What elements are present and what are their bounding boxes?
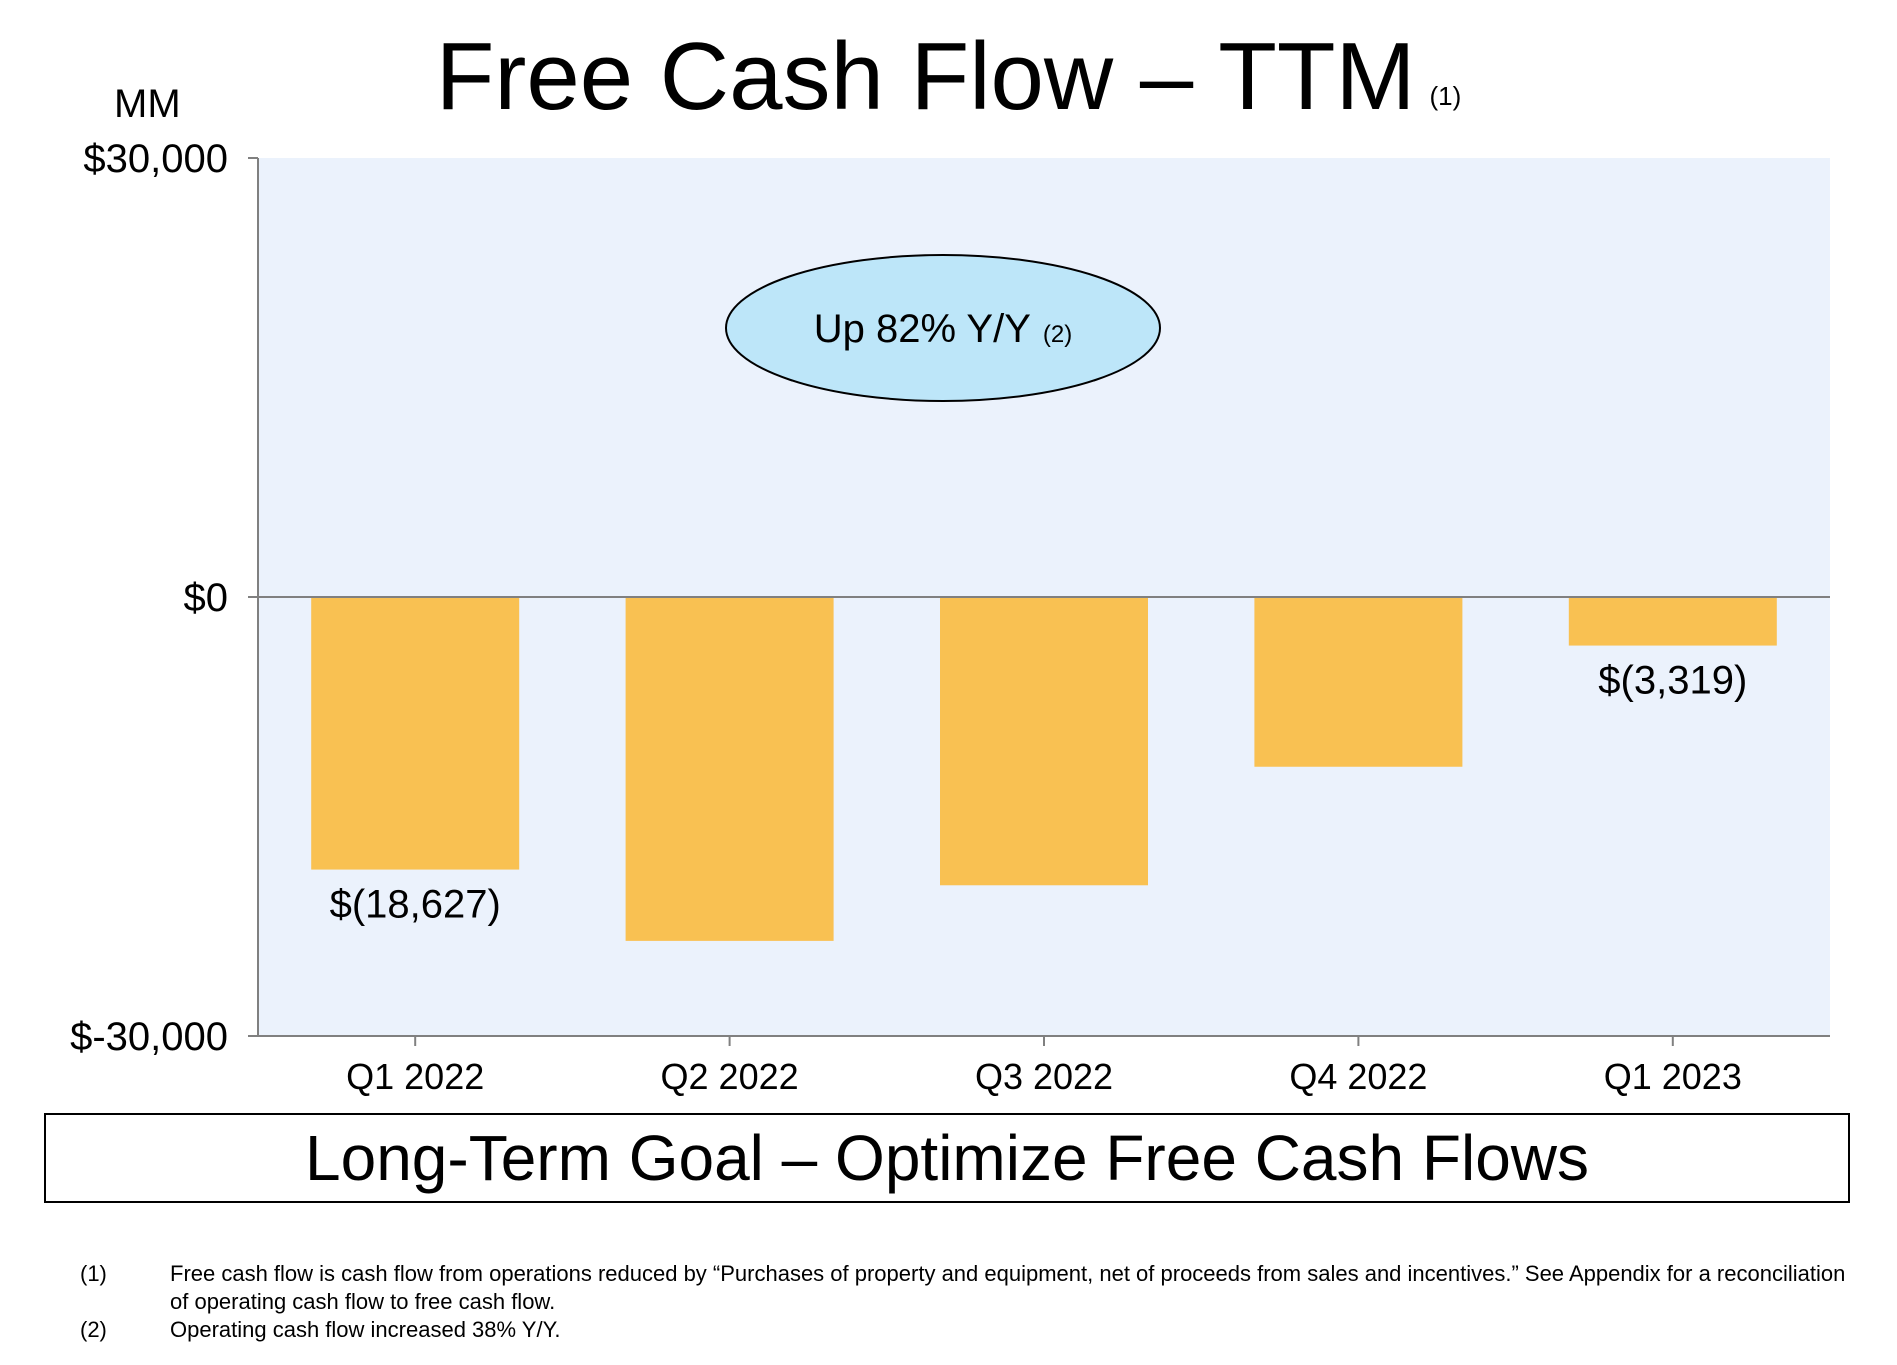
footnote-2-text: Operating cash flow increased 38% Y/Y. xyxy=(170,1317,561,1342)
callout-ellipse xyxy=(725,254,1161,402)
data-label: $(3,319) xyxy=(1598,659,1747,703)
chart-title-text: Free Cash Flow – TTM xyxy=(435,23,1416,130)
title-footnote-ref: (1) xyxy=(1429,81,1462,111)
callout-main: Up 82% Y/Y xyxy=(814,307,1031,351)
bar-q2-2022 xyxy=(625,597,834,941)
bar-q4-2022 xyxy=(1254,597,1463,767)
footnote-1: (1) Free cash flow is cash flow from ope… xyxy=(80,1260,1860,1316)
chart-title: Free Cash Flow – TTM (1) xyxy=(0,22,1897,155)
callout-footnote-ref: (2) xyxy=(1043,321,1072,348)
x-tick-label: Q4 2022 xyxy=(1289,1056,1427,1097)
footnote-1-mark: (1) xyxy=(80,1261,107,1286)
goal-text: Long-Term Goal – Optimize Free Cash Flow… xyxy=(305,1122,1589,1194)
unit-label: MM xyxy=(114,82,181,126)
x-tick-label: Q3 2022 xyxy=(975,1056,1113,1097)
y-tick-label: $30,000 xyxy=(83,137,228,181)
callout-bubble: Up 82% Y/Y (2) xyxy=(725,254,1161,402)
data-label: $(18,627) xyxy=(330,883,501,927)
y-tick-label: $0 xyxy=(184,576,229,620)
footnote-1-text: Free cash flow is cash flow from operati… xyxy=(170,1261,1846,1314)
y-tick-label: $-30,000 xyxy=(70,1015,228,1059)
bar-q1-2022 xyxy=(311,597,520,870)
bar-q1-2023 xyxy=(1568,597,1777,646)
footnote-2-mark: (2) xyxy=(80,1317,107,1342)
x-tick-label: Q2 2022 xyxy=(661,1056,799,1097)
x-tick-label: Q1 2023 xyxy=(1604,1056,1742,1097)
footnotes: (1) Free cash flow is cash flow from ope… xyxy=(80,1260,1860,1344)
bar-q3-2022 xyxy=(940,597,1148,886)
callout-text: Up 82% Y/Y (2) xyxy=(814,307,1073,351)
bar-chart: $30,000 $0 $-30,000 Q1 2022 Q2 2022 Q3 2022 Q… xyxy=(70,137,1830,1097)
footnote-2: (2) Operating cash flow increased 38% Y/… xyxy=(80,1316,1860,1344)
x-tick-label: Q1 2022 xyxy=(346,1056,484,1097)
long-term-goal-banner: Long-Term Goal – Optimize Free Cash Flow… xyxy=(44,1113,1850,1203)
